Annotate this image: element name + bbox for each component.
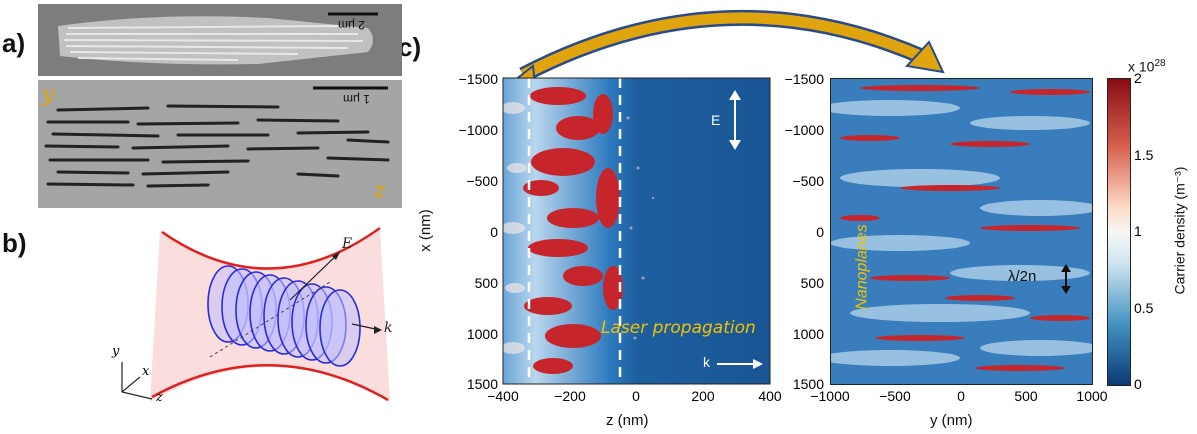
colorbar	[1107, 78, 1131, 386]
y-tick: 0	[816, 224, 824, 240]
x-tick: −1000	[810, 388, 850, 404]
panel-label-a: a)	[2, 28, 26, 58]
x-tick: 0	[632, 388, 640, 404]
colorbar-exponent-power: 28	[1154, 58, 1166, 69]
colorbar-tick: 1	[1134, 223, 1142, 239]
y-tick: 500	[474, 275, 498, 291]
schematic-axis-z: z	[156, 390, 163, 405]
left-y-axis-label: x (nm)	[416, 209, 434, 252]
sem-bottom-scale-label: 1 μm	[343, 92, 370, 106]
schematic-label-e: E	[342, 236, 353, 252]
colorbar-tick: 0.5	[1134, 300, 1154, 316]
y-tick: −1500	[784, 71, 824, 87]
period-annotation: λ/2n	[1006, 264, 1090, 294]
sem-bottom-texture	[38, 80, 402, 208]
k-label: k	[703, 354, 710, 370]
colorbar-tick: 0	[1134, 376, 1142, 392]
right-x-axis-label: y (nm)	[930, 412, 973, 429]
right-map-axes	[830, 78, 1093, 385]
y-tick: 0	[490, 224, 498, 240]
nanoplane-ellipses	[207, 265, 361, 367]
x-tick: 0	[957, 388, 965, 404]
k-vector-annotation: k	[703, 354, 765, 374]
laser-focus-schematic	[121, 226, 390, 402]
x-tick: −500	[879, 388, 911, 404]
left-x-axis-label: z (nm)	[606, 412, 649, 429]
right-map-bands-red	[840, 85, 1090, 371]
y-tick: −1000	[784, 122, 824, 138]
panel-label-c: c)	[398, 32, 422, 62]
y-tick: 1500	[792, 376, 824, 392]
sem-axis-y-label: y	[42, 82, 55, 107]
schematic-axis-x: x	[142, 364, 150, 379]
sem-top-texture	[58, 12, 378, 65]
colorbar-tick: 2	[1134, 70, 1142, 86]
panel-label-b: b)	[2, 228, 27, 258]
left-map-axes	[502, 77, 771, 385]
x-tick: 1000	[1076, 388, 1108, 404]
colorbar-exponent-base: x 10	[1128, 58, 1155, 75]
y-tick: 500	[800, 275, 824, 291]
beam-upper-edge	[161, 226, 381, 270]
beam-lower-edge	[151, 364, 389, 402]
right-map-bands-light	[830, 100, 1092, 366]
y-tick: −1000	[458, 122, 498, 138]
colorbar-exponent: x 1028	[1128, 58, 1166, 75]
left-density-map: E Laser propagation k	[503, 78, 770, 384]
x-tick: 500	[1014, 388, 1038, 404]
y-tick: −500	[466, 173, 498, 189]
colorbar-tick: 1.5	[1134, 147, 1154, 163]
sem-top-scale-label: 2 μm	[338, 18, 365, 32]
schematic-label-k: k	[384, 320, 393, 336]
laser-propagation-label: Laser propagation	[601, 318, 756, 338]
x-tick: 200	[691, 388, 715, 404]
left-map-hotspots	[523, 87, 623, 374]
y-tick: 1500	[466, 376, 498, 392]
e-field-annotation: E	[711, 90, 751, 150]
y-tick: −1500	[458, 71, 498, 87]
sem-image-bottom: 1 μm y z	[38, 80, 402, 208]
right-density-map: Nanoplanes λ/2n	[830, 78, 1092, 384]
e-field-label: E	[711, 112, 721, 128]
sem-image-top: 2 μm	[38, 4, 402, 76]
y-tick: −500	[792, 173, 824, 189]
schematic-axis-y: y	[112, 344, 120, 359]
curved-arrow	[512, 9, 945, 86]
y-tick: 1000	[792, 326, 824, 342]
sem-axis-z-label: z	[374, 178, 386, 203]
y-tick: 1000	[466, 326, 498, 342]
e-field-arrow	[289, 251, 341, 301]
colorbar-label: Carrier density (m⁻³)	[1171, 166, 1188, 295]
x-tick: −400	[487, 388, 519, 404]
x-tick: −200	[554, 388, 586, 404]
x-tick: 400	[758, 388, 782, 404]
coordinate-axes	[121, 362, 153, 400]
period-label: λ/2n	[1008, 268, 1037, 285]
